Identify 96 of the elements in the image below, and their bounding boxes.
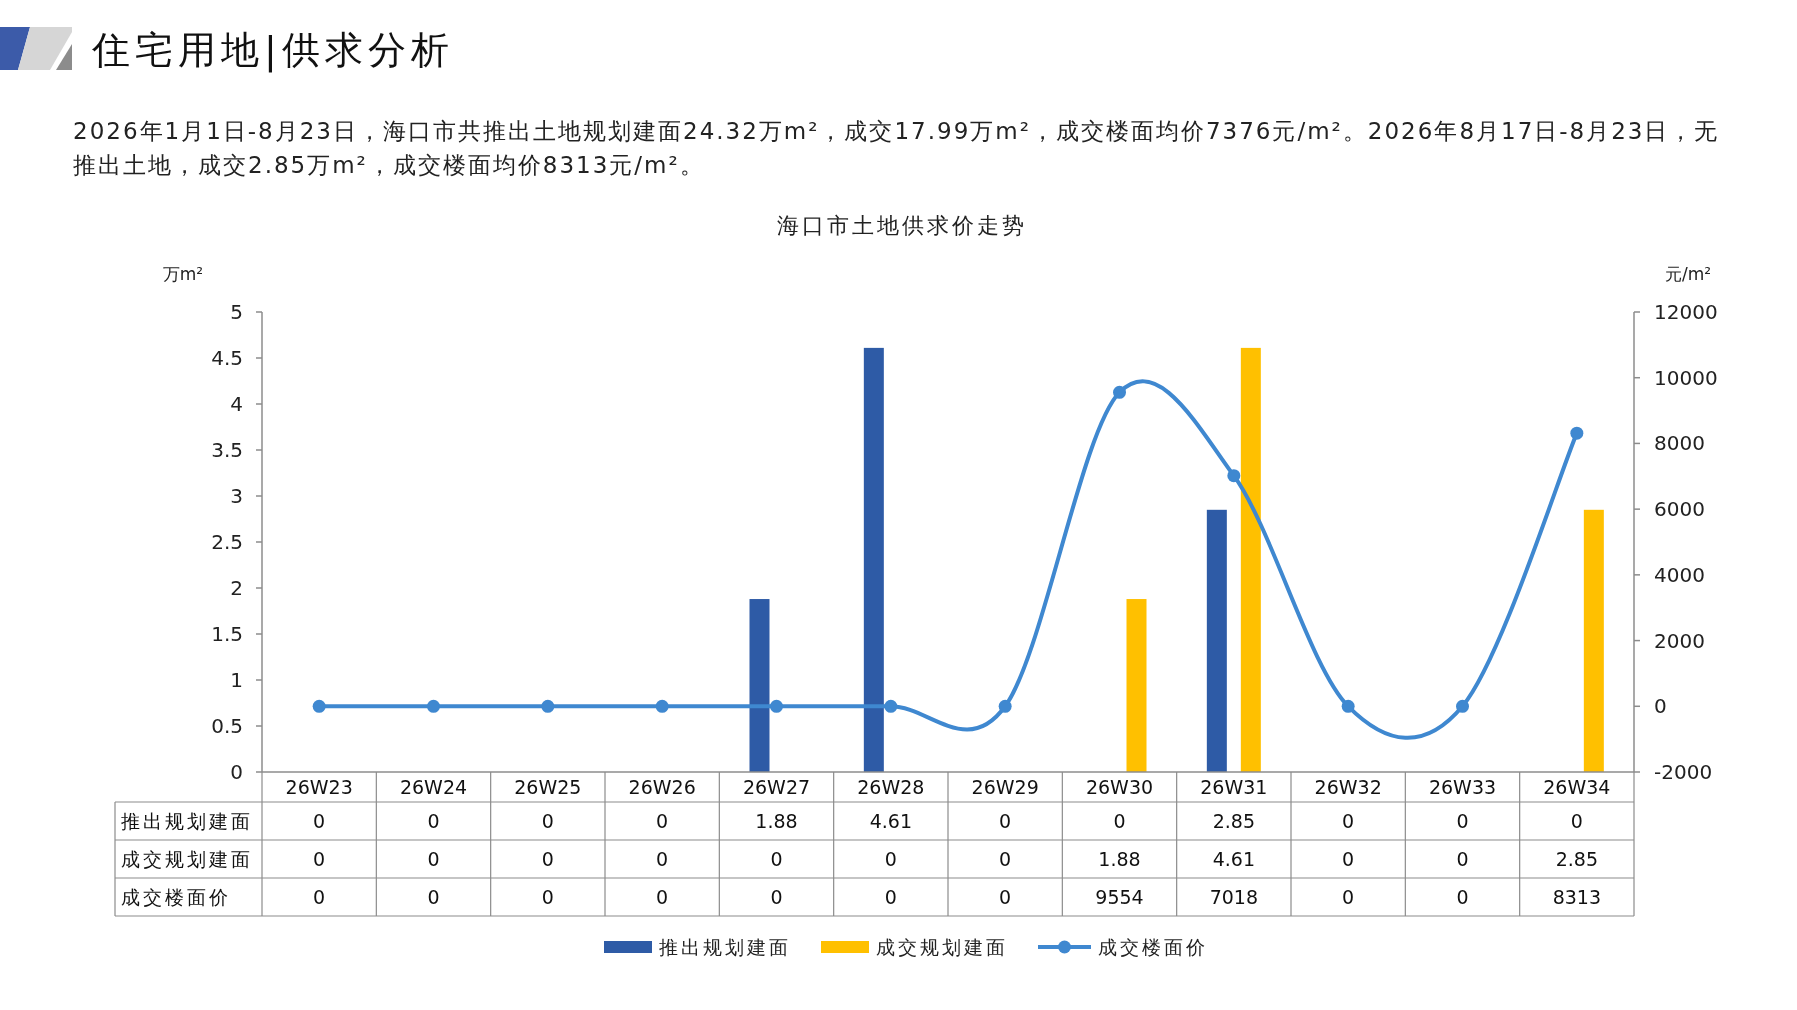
x-tick-label: 26W26 <box>628 776 696 798</box>
bar <box>863 347 884 772</box>
data-label: 0 <box>884 848 897 870</box>
y-tick-label: 3 <box>230 484 243 508</box>
x-tick-label: 26W29 <box>971 776 1039 798</box>
chart-title: 海口市土地供求价走势 <box>777 212 1027 238</box>
y2-tick-label: 2000 <box>1654 628 1705 653</box>
data-label: 0 <box>1456 810 1469 832</box>
data-label: 0 <box>770 848 783 870</box>
y2-tick-label: 12000 <box>1654 300 1718 324</box>
data-label: 0 <box>313 848 326 870</box>
data-label: 0 <box>770 886 783 908</box>
data-label: 0 <box>999 848 1012 870</box>
point <box>998 699 1012 713</box>
data-label: 0 <box>427 848 440 870</box>
data-label: 0 <box>999 810 1012 832</box>
data-label: 9554 <box>1095 886 1144 908</box>
bar <box>1206 509 1227 772</box>
bar <box>1583 509 1604 772</box>
data-label: 0 <box>656 810 669 832</box>
y2-axis-title: 元/m² <box>1664 264 1712 284</box>
x-tick-label: 26W28 <box>857 776 925 798</box>
data-label: 0 <box>1342 886 1355 908</box>
bar <box>749 599 770 772</box>
data-label: 0 <box>313 886 326 908</box>
y-tick-label: 3.5 <box>211 438 243 462</box>
data-label: 0 <box>541 810 554 832</box>
point <box>1341 699 1355 713</box>
y-tick-label: 4 <box>230 392 243 416</box>
data-label: 0 <box>656 886 669 908</box>
data-label: 0 <box>541 886 554 908</box>
point <box>884 699 898 713</box>
point <box>655 699 669 713</box>
data-label: 1.88 <box>755 810 798 832</box>
data-label: 0 <box>541 848 554 870</box>
x-tick-label: 26W34 <box>1543 776 1611 798</box>
data-label: 2.85 <box>1555 848 1598 870</box>
data-label: 0 <box>427 810 440 832</box>
point <box>770 699 783 713</box>
data-label: 0 <box>999 886 1012 908</box>
data-label: 8313 <box>1552 886 1602 908</box>
data-label: 0 <box>427 886 440 908</box>
y2-tick-label: 8000 <box>1654 431 1705 456</box>
x-tick-label: 26W31 <box>1200 776 1268 798</box>
data-label: 4.61 <box>1212 848 1255 870</box>
point <box>427 699 440 713</box>
bar <box>1126 599 1147 772</box>
text: 成交规划建面 <box>121 848 253 870</box>
y2-tick-label: 4000 <box>1654 562 1705 587</box>
y-tick-label: 1 <box>230 668 243 692</box>
bar <box>1240 347 1261 772</box>
y-tick-label: 5 <box>230 300 243 324</box>
point <box>541 699 555 713</box>
y-axis-title: 万m² <box>162 264 204 284</box>
legend-label: 成交规划建面 <box>876 936 1008 958</box>
data-label: 4.61 <box>869 810 912 832</box>
data-label: 0 <box>1456 886 1469 908</box>
data-label: 1.88 <box>1098 848 1141 870</box>
legend-label: 成交楼面价 <box>1098 936 1208 958</box>
data-label: 0 <box>1456 848 1469 870</box>
data-label: 0 <box>1113 810 1126 832</box>
y-tick-label: 0 <box>230 760 243 784</box>
text: 推出规划建面 <box>121 810 253 832</box>
data-label: 0 <box>1342 848 1355 870</box>
x-tick-label: 26W33 <box>1428 776 1497 798</box>
x-tick-label: 26W24 <box>399 776 468 798</box>
x-tick-label: 26W25 <box>514 776 582 798</box>
y-tick-label: 1.5 <box>211 622 243 646</box>
data-label: 7018 <box>1209 886 1259 908</box>
y2-tick-label: -2000 <box>1654 760 1713 784</box>
x-tick-label: 26W30 <box>1085 776 1154 798</box>
y2-tick-label: 6000 <box>1654 497 1705 522</box>
legend-label: 推出规划建面 <box>659 936 791 958</box>
point <box>1113 385 1126 399</box>
data-label: 0 <box>656 848 669 870</box>
y-tick-label: 0.5 <box>211 714 243 738</box>
point <box>1456 699 1469 713</box>
text: 成交楼面价 <box>121 886 231 908</box>
point <box>312 699 326 713</box>
data-label: 2.85 <box>1212 810 1255 832</box>
x-tick-label: 26W23 <box>285 776 353 798</box>
text: 2026年1月1日-8月23日，海口市共推出土地规划建面24.32万m²，成交17.99万m²，成交楼面均价7376元/m²。2026年8月17日-8月23日，无推出土地，成交2.85万m²，成交楼面均价8313元/m²。 <box>73 117 1721 180</box>
y-tick-label: 4.5 <box>211 346 243 370</box>
data-label: 0 <box>1570 810 1583 832</box>
y2-tick-label: 0 <box>1654 694 1667 719</box>
data-label: 0 <box>1342 810 1355 832</box>
data-label: 0 <box>313 810 326 832</box>
x-tick-label: 26W27 <box>742 776 811 798</box>
y-tick-label: 2.5 <box>211 530 243 554</box>
text: 住宅用地|供求分析 <box>91 28 454 73</box>
y2-tick-label: 10000 <box>1654 365 1718 390</box>
point <box>1570 426 1584 440</box>
y-tick-label: 2 <box>230 576 243 600</box>
point <box>1227 469 1241 483</box>
x-tick-label: 26W32 <box>1314 776 1382 798</box>
data-label: 0 <box>884 886 897 908</box>
